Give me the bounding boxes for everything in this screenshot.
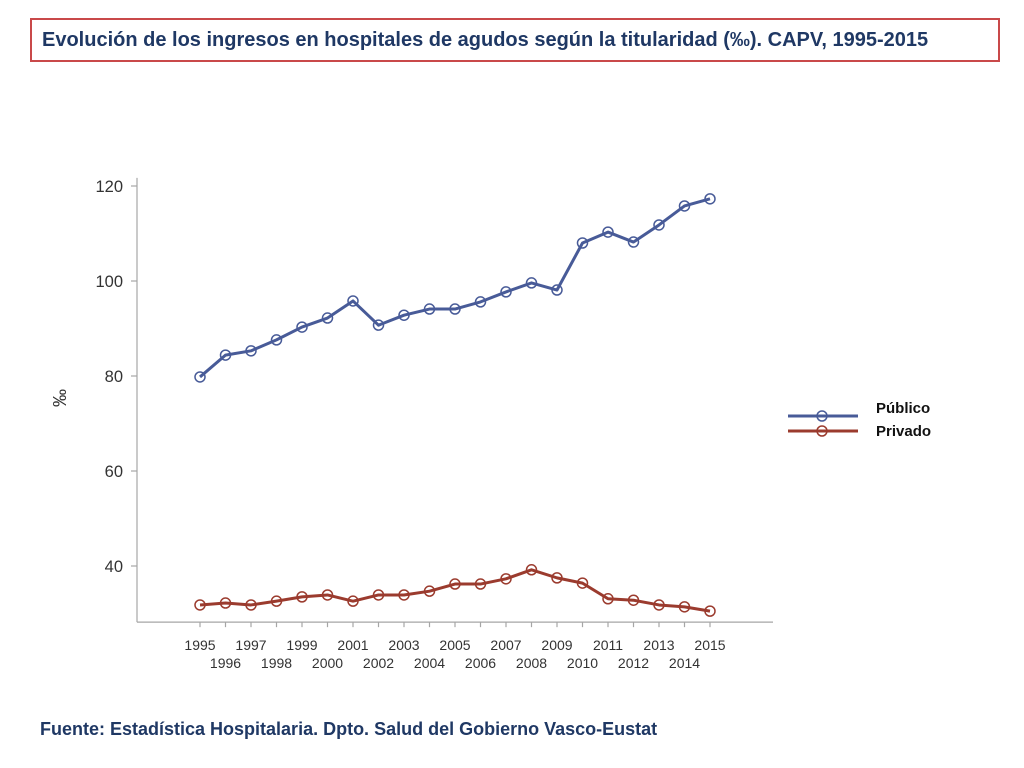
publico-point-2013 xyxy=(653,219,665,231)
x-tick-label-2000: 2000 xyxy=(312,655,343,671)
x-tick-label-1998: 1998 xyxy=(261,655,292,671)
publico-point-2003 xyxy=(398,309,410,321)
x-tick-label-2007: 2007 xyxy=(490,637,521,653)
privado-point-2004 xyxy=(423,585,436,597)
legend-marker-publico xyxy=(816,410,828,422)
publico-point-2009 xyxy=(551,284,563,296)
series-group xyxy=(194,193,716,617)
privado-point-2007 xyxy=(500,573,512,585)
publico-point-1996 xyxy=(219,349,232,361)
publico-point-2001 xyxy=(347,295,359,307)
x-tick-label-2010: 2010 xyxy=(567,655,598,671)
publico-point-2015 xyxy=(704,193,716,205)
legend: Público Privado xyxy=(788,400,931,440)
source-note: Fuente: Estadística Hospitalaria. Dpto. … xyxy=(40,719,658,739)
publico-point-2006 xyxy=(474,296,487,308)
publico-point-2002 xyxy=(372,319,385,331)
privado-point-2013 xyxy=(653,599,665,611)
privado-point-2011 xyxy=(602,593,614,605)
legend-marker-privado xyxy=(816,425,828,437)
publico-point-2011 xyxy=(602,226,614,238)
x-tick-label-2013: 2013 xyxy=(643,637,674,653)
legend-label-publico: Público xyxy=(876,400,930,417)
x-tick-label-2012: 2012 xyxy=(618,655,649,671)
y-tick-label-100: 100 xyxy=(95,273,123,291)
x-tick-label-1997: 1997 xyxy=(235,637,266,653)
title-box: Evolución de los ingresos en hospitales … xyxy=(30,18,1000,62)
x-tick-label-1995: 1995 xyxy=(184,637,215,653)
privado-point-2002 xyxy=(372,589,385,601)
privado-point-2014 xyxy=(678,601,691,613)
x-tick-label-2002: 2002 xyxy=(363,655,394,671)
x-tick-label-2006: 2006 xyxy=(465,655,496,671)
privado-point-2008 xyxy=(525,564,538,576)
x-tick-label-2005: 2005 xyxy=(439,637,470,653)
y-tick-label-120: 120 xyxy=(95,178,123,196)
y-tick-label-40: 40 xyxy=(105,558,123,576)
privado-point-1997 xyxy=(245,599,257,611)
publico-point-2000 xyxy=(321,312,334,324)
x-tick-label-2003: 2003 xyxy=(388,637,419,653)
x-tick-label-2011: 2011 xyxy=(593,637,623,653)
publico-point-1997 xyxy=(245,345,257,357)
x-tick-label-1999: 1999 xyxy=(286,637,317,653)
publico-point-2014 xyxy=(678,200,691,212)
privado-point-2006 xyxy=(474,578,487,590)
publico-point-1999 xyxy=(296,321,308,333)
publico-point-2008 xyxy=(525,277,538,289)
axes-group: 40 60 80 100 120 1995 1996 1997 1998 1999 2000 2001… xyxy=(95,177,773,671)
privado-point-2005 xyxy=(449,578,461,590)
publico-point-2005 xyxy=(449,303,461,315)
privado-point-1998 xyxy=(270,595,283,607)
privado-point-2001 xyxy=(347,595,359,607)
publico-point-1995 xyxy=(194,371,206,383)
privado-point-2009 xyxy=(551,572,563,584)
publico-point-2007 xyxy=(500,286,512,298)
privado-point-2003 xyxy=(398,589,410,601)
x-tick-label-2009: 2009 xyxy=(541,637,572,653)
privado-point-1999 xyxy=(296,591,308,603)
privado-point-2010 xyxy=(576,577,589,589)
y-tick-label-80: 80 xyxy=(105,368,123,386)
privado-point-1995 xyxy=(194,599,206,611)
privado-point-2012 xyxy=(627,594,640,606)
publico-point-2012 xyxy=(627,236,640,248)
x-tick-label-2014: 2014 xyxy=(669,655,700,671)
publico-point-2010 xyxy=(576,237,589,249)
chart-title: Evolución de los ingresos en hospitales … xyxy=(42,29,929,51)
x-tick-label-2001: 2001 xyxy=(337,637,368,653)
privado-point-2000 xyxy=(321,589,334,601)
legend-label-privado: Privado xyxy=(876,423,931,440)
y-axis-label: ‰ xyxy=(50,389,70,407)
y-tick-label-60: 60 xyxy=(105,463,123,481)
publico-point-2004 xyxy=(423,303,436,315)
x-tick-label-2004: 2004 xyxy=(414,655,445,671)
publico-point-1998 xyxy=(270,334,283,346)
x-tick-label-2015: 2015 xyxy=(694,637,725,653)
privado-line xyxy=(199,568,711,613)
privado-point-2015 xyxy=(704,605,716,617)
x-tick-label-2008: 2008 xyxy=(516,655,547,671)
publico-line xyxy=(199,197,711,379)
x-tick-label-1996: 1996 xyxy=(210,655,241,671)
privado-point-1996 xyxy=(219,597,232,609)
